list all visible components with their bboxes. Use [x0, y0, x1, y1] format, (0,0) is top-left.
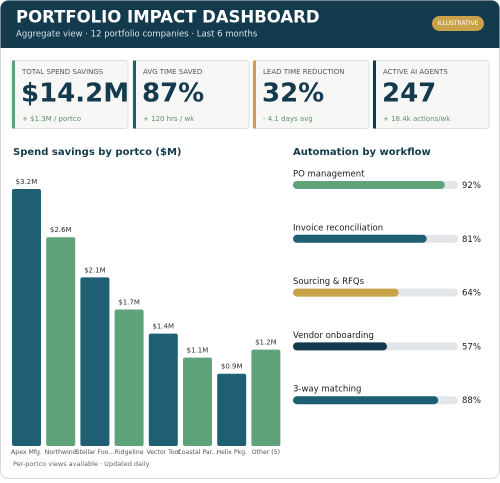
kpi-label: LEAD TIME REDUCTION: [263, 68, 345, 76]
bar: [46, 237, 76, 446]
bar-value-label: $3.2M: [16, 178, 38, 186]
bar: [12, 189, 41, 446]
kpi-accent: [373, 60, 376, 129]
workflow-title: Automation by workflow: [293, 147, 431, 158]
x-tick-label: Apex Mfg.: [11, 449, 42, 456]
bar: [80, 277, 110, 446]
kpi-note: - 4.1 days avg: [263, 115, 313, 123]
kpi-accent: [133, 60, 136, 129]
workflow-label: 3-way matching: [293, 385, 361, 395]
badge-text: ILLUSTRATIVE: [438, 20, 479, 27]
progress-value-label: 88%: [462, 396, 481, 406]
progress-bar: [293, 181, 445, 189]
kpi-value: $14.2M: [21, 79, 129, 109]
x-tick-label: Stellar Foo...: [76, 449, 115, 456]
workflow-label: Vendor onboarding: [293, 331, 374, 341]
kpi-label: TOTAL SPEND SAVINGS: [21, 68, 104, 76]
progress-value-label: 81%: [462, 235, 481, 245]
kpi-note: + $1.3M / portco: [22, 115, 81, 123]
x-tick-label: Helix Pkg.: [216, 449, 247, 456]
x-tick-label: Northwind: [45, 449, 77, 456]
kpi-value: 87%: [142, 79, 204, 109]
kpi-accent: [12, 60, 15, 129]
kpi-note: + 120 hrs / wk: [143, 115, 195, 123]
workflow-label: Invoice reconciliation: [293, 223, 383, 233]
x-tick-label: Coastal Par...: [177, 449, 217, 456]
x-tick-label: Ridgeline: [115, 449, 144, 456]
x-tick-label: Vector Tool: [146, 449, 180, 456]
bar: [114, 309, 144, 446]
x-tick-label: Other (5): [252, 449, 280, 456]
header-title: PORTFOLIO IMPACT DASHBOARD: [16, 8, 320, 27]
bar: [148, 333, 178, 446]
bar-value-label: $1.1M: [187, 347, 209, 355]
kpi-accent: [253, 60, 256, 129]
progress-bar: [293, 396, 439, 405]
bar-value-label: $1.4M: [152, 323, 174, 331]
progress-bar: [293, 234, 427, 243]
bar-value-label: $1.2M: [255, 339, 277, 347]
badge: [432, 16, 484, 31]
workflow-label: Sourcing & RFQs: [293, 277, 365, 287]
progress-value-label: 92%: [462, 181, 481, 191]
bar-value-label: $2.6M: [50, 226, 72, 234]
workflow-label: PO management: [293, 170, 365, 180]
progress-bar: [293, 342, 388, 351]
kpi-label: ACTIVE AI AGENTS: [383, 68, 448, 76]
kpi-note: + 18.4k actions/wk: [383, 115, 451, 123]
bar: [251, 349, 281, 446]
bar-value-label: $1.7M: [118, 298, 140, 306]
header-bar: [0, 0, 500, 48]
bar-value-label: $2.1M: [84, 266, 106, 274]
progress-bar: [293, 288, 399, 297]
kpi-value: 247: [382, 79, 436, 109]
progress-value-label: 64%: [462, 289, 481, 299]
kpi-value: 32%: [262, 79, 324, 109]
bar-chart-title: Spend savings by portco ($M): [13, 147, 182, 158]
kpi-label: AVG TIME SAVED: [143, 68, 202, 76]
bar: [183, 357, 212, 446]
footnote: Per-portco views available · Updated dai…: [13, 460, 150, 468]
bar: [217, 373, 247, 446]
bar-value-label: $0.9M: [221, 363, 243, 371]
header-subtitle: Aggregate view · 12 portfolio companies …: [16, 30, 258, 40]
progress-value-label: 57%: [462, 342, 481, 352]
